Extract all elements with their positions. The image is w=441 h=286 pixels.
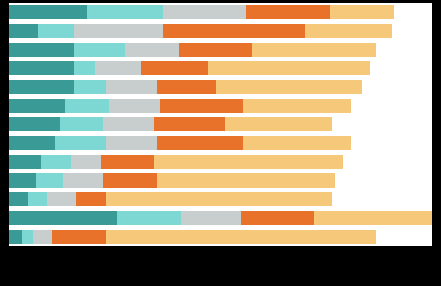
Bar <box>103 117 154 132</box>
Bar <box>9 230 22 244</box>
Bar <box>74 61 95 75</box>
Bar <box>179 43 251 57</box>
Bar <box>9 61 74 75</box>
Bar <box>47 192 76 206</box>
Bar <box>74 43 125 57</box>
Bar <box>9 99 65 113</box>
Bar <box>106 192 333 206</box>
Bar <box>101 155 154 169</box>
Bar <box>28 192 47 206</box>
Bar <box>9 155 41 169</box>
Bar <box>33 230 52 244</box>
Bar <box>87 5 163 19</box>
Bar <box>71 155 101 169</box>
Bar <box>163 24 306 38</box>
Bar <box>241 211 314 225</box>
Bar <box>163 5 246 19</box>
Bar <box>103 174 157 188</box>
Bar <box>52 230 106 244</box>
Bar <box>9 136 55 150</box>
Bar <box>60 117 103 132</box>
Bar <box>217 80 362 94</box>
Bar <box>243 99 351 113</box>
Bar <box>106 230 376 244</box>
Bar <box>9 5 87 19</box>
Bar <box>9 80 74 94</box>
Bar <box>157 136 243 150</box>
Bar <box>106 80 157 94</box>
Bar <box>95 61 141 75</box>
Bar <box>74 24 163 38</box>
Bar <box>157 174 335 188</box>
Bar <box>41 155 71 169</box>
Bar <box>330 5 394 19</box>
Bar <box>55 136 106 150</box>
Bar <box>181 211 241 225</box>
Bar <box>306 24 392 38</box>
Bar <box>63 174 103 188</box>
Bar <box>243 136 351 150</box>
Bar <box>9 43 74 57</box>
Bar <box>160 99 243 113</box>
Bar <box>224 117 333 132</box>
Bar <box>154 155 343 169</box>
Bar <box>76 192 106 206</box>
Bar <box>9 117 60 132</box>
Bar <box>208 61 370 75</box>
Bar <box>157 80 217 94</box>
Bar <box>117 211 181 225</box>
Bar <box>74 80 106 94</box>
Bar <box>108 99 160 113</box>
Bar <box>36 174 63 188</box>
Bar <box>38 24 74 38</box>
Bar <box>22 230 33 244</box>
Bar <box>9 192 28 206</box>
Bar <box>65 99 108 113</box>
Bar <box>9 24 38 38</box>
Bar <box>154 117 224 132</box>
Bar <box>251 43 376 57</box>
Bar <box>9 211 117 225</box>
Bar <box>9 174 36 188</box>
Bar <box>246 5 330 19</box>
Bar <box>314 211 432 225</box>
Bar <box>125 43 179 57</box>
Bar <box>141 61 208 75</box>
Bar <box>106 136 157 150</box>
